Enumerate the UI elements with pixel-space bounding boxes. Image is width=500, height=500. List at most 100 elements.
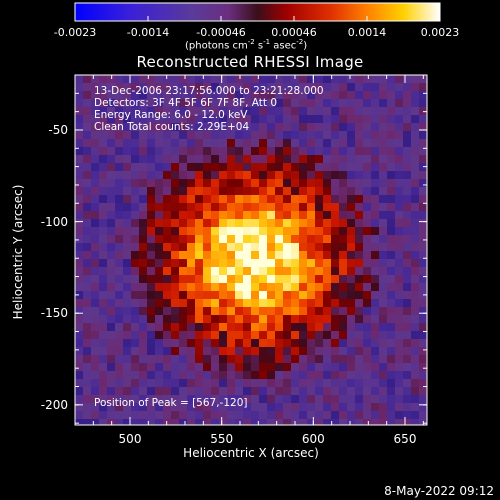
heatmap-cell [219,203,227,211]
heatmap-cell [291,155,299,163]
heatmap-cell [155,235,163,243]
heatmap-cell [395,251,403,259]
heatmap-cell [219,243,227,251]
heatmap-cell [195,123,203,131]
heatmap-cell [259,75,267,83]
heatmap-cell [387,171,395,179]
heatmap-cell [203,227,211,235]
heatmap-cell [251,171,259,179]
heatmap-cell [291,347,299,355]
heatmap-cell [163,291,171,299]
heatmap-cell [347,291,355,299]
heatmap-cell [355,395,363,403]
heatmap-cell [315,227,323,235]
heatmap-cell [259,171,267,179]
heatmap-cell [147,115,155,123]
heatmap-cell [339,219,347,227]
heatmap-cell [323,179,331,187]
heatmap-cell [147,155,155,163]
heatmap-cell [347,187,355,195]
heatmap-cell [347,171,355,179]
heatmap-cell [339,395,347,403]
heatmap-cell [107,291,115,299]
heatmap-cell [283,107,291,115]
heatmap-cell [219,187,227,195]
heatmap-cell [99,347,107,355]
heatmap-cell [211,419,219,425]
heatmap-cell [267,411,275,419]
heatmap-cell [307,251,315,259]
heatmap-cell [203,211,211,219]
heatmap-cell [187,187,195,195]
heatmap-cell [139,147,147,155]
heatmap-cell [131,83,139,91]
heatmap-cell [235,363,243,371]
heatmap-cell [275,155,283,163]
heatmap-cell [259,179,267,187]
heatmap-cell [139,267,147,275]
heatmap-cell [163,227,171,235]
heatmap-cell [107,83,115,91]
heatmap-cell [371,131,379,139]
heatmap-cell [139,115,147,123]
heatmap-cell [371,259,379,267]
heatmap-cell [379,315,387,323]
heatmap-cell [419,363,427,371]
heatmap-cell [331,315,339,323]
heatmap-cell [99,203,107,211]
heatmap-cell [83,163,91,171]
heatmap-cell [403,243,411,251]
heatmap-cell [155,211,163,219]
heatmap-cell [235,219,243,227]
heatmap-cell [323,155,331,163]
heatmap-cell [395,267,403,275]
heatmap-cell [187,339,195,347]
heatmap-cell [307,291,315,299]
heatmap-cell [267,139,275,147]
heatmap-cell [419,115,427,123]
heatmap-cell [299,307,307,315]
heatmap-cell [299,75,307,83]
heatmap-cell [419,331,427,339]
heatmap-cell [123,291,131,299]
heatmap-cell [251,195,259,203]
heatmap-cell [355,115,363,123]
heatmap-cell [123,251,131,259]
heatmap-cell [123,203,131,211]
heatmap-cell [115,123,123,131]
heatmap-cell [131,243,139,251]
heatmap-cell [179,99,187,107]
heatmap-cell [243,283,251,291]
heatmap-cell [387,363,395,371]
heatmap-cell [219,411,227,419]
heatmap-cell [411,211,419,219]
heatmap-cell [195,131,203,139]
heatmap-cell [195,275,203,283]
heatmap-cell [91,395,99,403]
heatmap-cell [211,307,219,315]
heatmap-cell [139,275,147,283]
heatmap-cell [403,419,411,425]
heatmap-cell [107,259,115,267]
heatmap-cell [179,211,187,219]
heatmap-cell [291,379,299,387]
heatmap-cell [139,387,147,395]
heatmap-cell [363,371,371,379]
heatmap-cell [371,91,379,99]
heatmap-cell [251,315,259,323]
heatmap-cell [307,347,315,355]
heatmap-cell [211,363,219,371]
heatmap-cell [187,83,195,91]
heatmap-cell [291,299,299,307]
heatmap-cell [203,187,211,195]
heatmap-cell [299,115,307,123]
heatmap-cell [75,411,83,419]
y-tick-label: -100 [40,214,68,229]
heatmap-cell [211,75,219,83]
heatmap-cell [155,275,163,283]
heatmap-cell [419,259,427,267]
heatmap-cell [115,395,123,403]
heatmap-cell [107,107,115,115]
heatmap-cell [211,347,219,355]
heatmap-cell [315,283,323,291]
